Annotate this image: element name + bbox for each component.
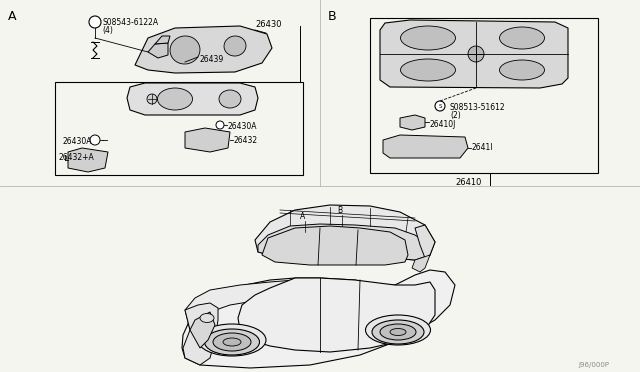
Text: B: B [337, 205, 342, 215]
Polygon shape [415, 225, 435, 258]
Ellipse shape [380, 324, 416, 340]
Circle shape [147, 94, 157, 104]
Ellipse shape [372, 320, 424, 344]
Text: J96/000P: J96/000P [578, 362, 609, 368]
Bar [370, 18, 598, 173]
Ellipse shape [224, 36, 246, 56]
Polygon shape [185, 128, 230, 152]
Polygon shape [183, 303, 218, 365]
Polygon shape [190, 312, 215, 348]
Text: 26410J: 26410J [430, 120, 456, 129]
Circle shape [435, 101, 445, 111]
Polygon shape [258, 224, 430, 260]
Polygon shape [262, 226, 408, 265]
Text: 2641I: 2641I [472, 143, 493, 152]
Polygon shape [135, 26, 272, 73]
Text: S08543-6122A: S08543-6122A [102, 18, 158, 27]
Text: 26410: 26410 [455, 178, 481, 187]
Polygon shape [255, 205, 435, 260]
Polygon shape [68, 148, 108, 172]
Text: S08513-51612: S08513-51612 [450, 103, 506, 112]
Polygon shape [383, 135, 468, 158]
Ellipse shape [401, 26, 456, 50]
Polygon shape [182, 270, 455, 368]
Polygon shape [155, 36, 170, 44]
Text: A: A [8, 10, 17, 23]
Text: (4): (4) [102, 26, 113, 35]
Ellipse shape [499, 27, 545, 49]
Text: A: A [300, 212, 306, 221]
Text: 26430: 26430 [255, 20, 282, 29]
Ellipse shape [223, 338, 241, 346]
Text: 26430A: 26430A [62, 137, 92, 146]
Bar [55, 82, 303, 175]
Ellipse shape [198, 324, 266, 356]
Ellipse shape [200, 314, 214, 323]
Polygon shape [185, 280, 320, 330]
Ellipse shape [219, 90, 241, 108]
Circle shape [216, 121, 224, 129]
Polygon shape [238, 278, 435, 352]
Text: S: S [438, 103, 442, 109]
Text: 26430A: 26430A [228, 122, 257, 131]
Polygon shape [400, 115, 425, 130]
Text: 26439: 26439 [200, 55, 224, 64]
Polygon shape [127, 83, 258, 115]
Circle shape [90, 135, 100, 145]
Ellipse shape [365, 315, 431, 345]
Ellipse shape [213, 333, 251, 351]
Ellipse shape [401, 59, 456, 81]
Text: 26432: 26432 [234, 136, 258, 145]
Text: (2): (2) [450, 111, 461, 120]
Polygon shape [380, 20, 568, 88]
Ellipse shape [157, 88, 193, 110]
Circle shape [468, 46, 484, 62]
Polygon shape [148, 43, 168, 58]
Ellipse shape [390, 328, 406, 336]
Polygon shape [412, 255, 430, 272]
Ellipse shape [170, 36, 200, 64]
Ellipse shape [499, 60, 545, 80]
Ellipse shape [205, 329, 259, 355]
Text: B: B [328, 10, 337, 23]
Circle shape [89, 16, 101, 28]
Text: 26432+A: 26432+A [58, 153, 93, 162]
